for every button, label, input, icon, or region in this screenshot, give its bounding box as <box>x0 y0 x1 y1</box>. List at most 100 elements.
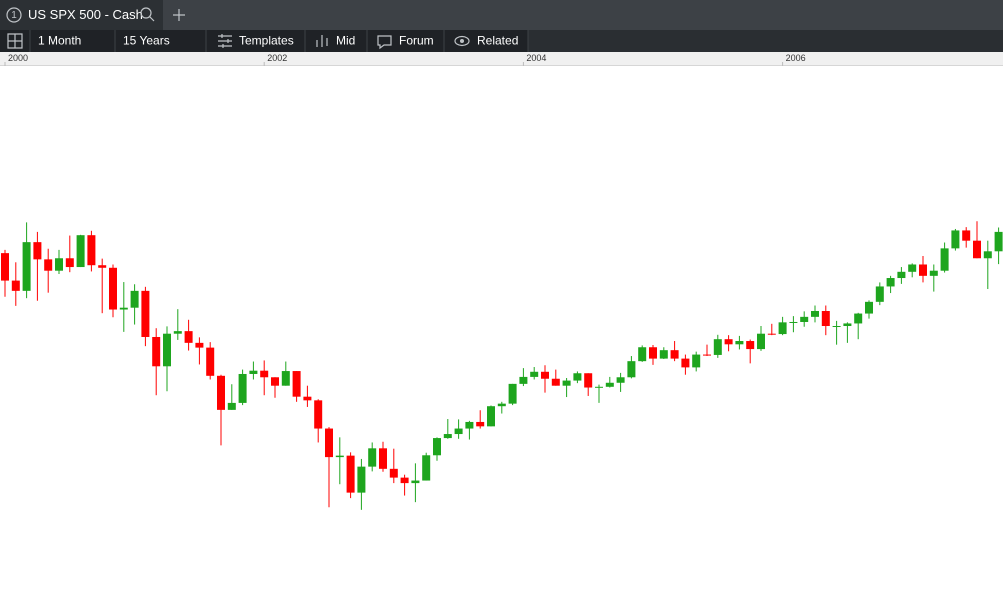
candle-body <box>400 477 409 484</box>
related-icon <box>454 35 470 47</box>
candle-body <box>173 331 182 334</box>
candle-body <box>983 251 992 259</box>
candle-body <box>908 264 917 272</box>
candle-body <box>238 373 247 403</box>
candle-body <box>724 339 733 345</box>
candle-body <box>735 341 744 345</box>
candle-body <box>98 265 107 268</box>
candle-body <box>87 235 96 266</box>
candle-body <box>875 286 884 302</box>
related-icon-pupil <box>460 39 464 43</box>
candle-body <box>638 347 647 362</box>
candle-body <box>497 403 506 407</box>
templates-button[interactable]: Templates <box>239 34 294 48</box>
candle-body <box>519 376 528 384</box>
candle-body <box>962 230 971 241</box>
candle-body <box>746 341 755 350</box>
interval-button[interactable]: 1 Month <box>38 34 81 48</box>
candle-body <box>303 396 312 401</box>
candle-body <box>271 377 279 386</box>
candle-body <box>789 321 798 323</box>
candle-body <box>44 259 53 271</box>
candle-body <box>119 307 128 310</box>
range-button[interactable]: 15 Years <box>123 34 170 48</box>
candle-body <box>65 258 74 268</box>
candle-body <box>22 242 31 291</box>
candle-body <box>811 310 819 317</box>
candle-body <box>843 323 852 327</box>
candle-body <box>940 248 949 271</box>
candle-body <box>616 377 625 383</box>
candle-body <box>713 339 722 355</box>
candle-body <box>465 421 474 429</box>
candle-body <box>584 373 593 388</box>
candle-body <box>703 354 711 356</box>
forum-icon <box>377 35 392 50</box>
candle-body <box>865 301 873 314</box>
forum-button[interactable]: Forum <box>399 34 434 48</box>
candle-body <box>854 313 863 324</box>
candle-body <box>530 371 539 377</box>
candle-body <box>357 466 366 493</box>
candle-body <box>55 258 63 271</box>
candle-body <box>562 380 571 386</box>
candle-body <box>227 402 236 410</box>
candle-body <box>109 267 117 310</box>
candle-body <box>659 350 668 359</box>
candle-body <box>692 354 701 368</box>
candle-body <box>422 455 431 481</box>
candle-body <box>670 350 679 359</box>
candle-body <box>33 242 42 260</box>
candle-body <box>919 264 927 276</box>
candle-body <box>476 421 485 427</box>
candle-body <box>800 316 809 322</box>
x-tick-label: 2006 <box>786 53 806 63</box>
candle-body <box>335 455 344 458</box>
templates-icon <box>218 34 232 48</box>
candle-body <box>314 400 323 429</box>
candle-body <box>951 230 960 249</box>
candle-body <box>368 448 377 467</box>
tab[interactable] <box>0 0 163 30</box>
candle-body <box>973 240 981 259</box>
candle-body <box>292 371 301 397</box>
add-tab[interactable] <box>173 9 185 21</box>
price-icon <box>316 35 328 47</box>
candle-body <box>681 358 690 368</box>
candle-body <box>757 333 765 350</box>
candle-body <box>152 336 161 367</box>
candle-body <box>897 271 906 279</box>
candle-body <box>11 280 20 291</box>
candle-body <box>573 373 582 381</box>
candle-body <box>605 382 614 387</box>
candle-body <box>994 231 1003 252</box>
candle-body <box>767 333 776 335</box>
related-button[interactable]: Related <box>477 34 518 48</box>
candle-body <box>141 290 150 337</box>
layout-button[interactable] <box>7 33 23 49</box>
candle-body <box>886 278 895 287</box>
candle-body <box>76 235 85 268</box>
candle-body <box>454 428 463 435</box>
tab-title[interactable]: US SPX 500 - Cash <box>28 7 143 22</box>
candle-body <box>217 375 225 410</box>
candle-body <box>260 370 269 378</box>
candle-body <box>195 342 204 348</box>
tab-number: 1 <box>11 10 17 21</box>
candle-body <box>487 406 495 427</box>
x-tick-label: 2000 <box>8 53 28 63</box>
candle-body <box>411 480 420 484</box>
candle-body <box>832 326 841 328</box>
x-tick-label: 2002 <box>267 53 287 63</box>
separators <box>29 30 529 52</box>
candle-body <box>281 371 290 386</box>
candle-body <box>163 333 171 367</box>
search-icon[interactable] <box>140 7 152 19</box>
price-button[interactable]: Mid <box>336 34 355 48</box>
candle-body <box>649 347 657 359</box>
tab-number-icon <box>6 7 22 23</box>
candle-body <box>595 386 603 388</box>
toolbar-group <box>0 30 528 52</box>
